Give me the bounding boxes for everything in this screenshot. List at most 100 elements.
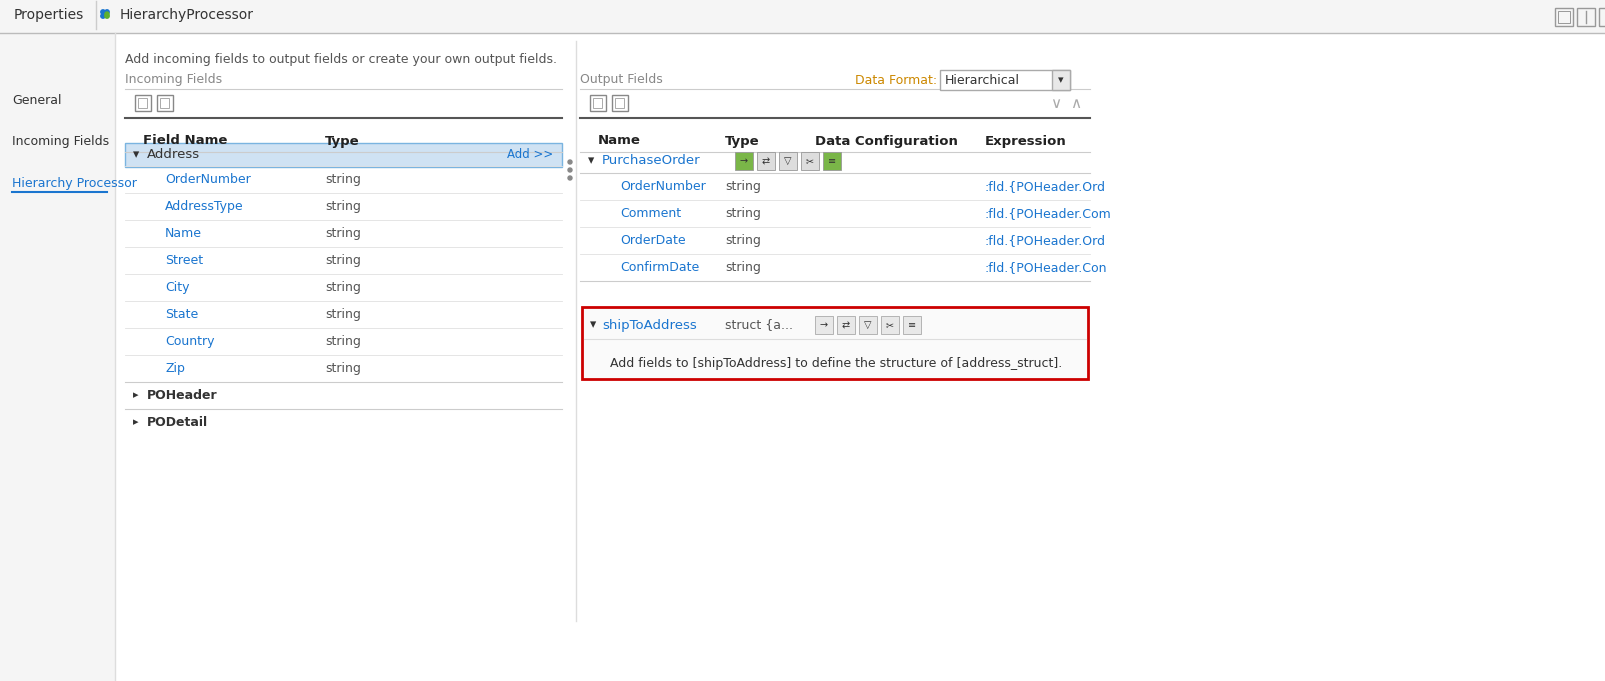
- Bar: [758, 152, 775, 170]
- Text: Field Name: Field Name: [143, 135, 228, 148]
- Bar: [612, 95, 628, 111]
- Text: AddressType: AddressType: [165, 200, 244, 213]
- Text: ∨: ∨: [1050, 95, 1061, 110]
- Text: OrderDate: OrderDate: [620, 234, 685, 247]
- Text: ▾: ▾: [591, 319, 595, 332]
- Text: Add fields to [shipToAddress] to define the structure of [address_struct].: Add fields to [shipToAddress] to define …: [610, 356, 1063, 370]
- Text: ▾: ▾: [587, 155, 594, 168]
- Bar: [1578, 8, 1595, 26]
- Text: Properties: Properties: [14, 8, 83, 22]
- Bar: [778, 152, 798, 170]
- Bar: [615, 98, 624, 108]
- Text: :fld.{POHeader.Ord: :fld.{POHeader.Ord: [985, 180, 1106, 193]
- Text: string: string: [324, 335, 361, 348]
- Bar: [160, 98, 169, 108]
- Text: ▾: ▾: [1058, 75, 1064, 85]
- Bar: [859, 316, 876, 334]
- Text: ▾: ▾: [133, 148, 140, 161]
- Text: struct {a...: struct {a...: [725, 319, 793, 332]
- Text: ▸: ▸: [133, 417, 138, 428]
- Text: PODetail: PODetail: [148, 416, 209, 429]
- Bar: [815, 316, 833, 334]
- Text: Output Fields: Output Fields: [579, 74, 663, 86]
- Text: Address: Address: [148, 148, 201, 161]
- Text: string: string: [324, 254, 361, 267]
- Text: City: City: [165, 281, 189, 294]
- Bar: [0, 33, 116, 681]
- Text: ≡: ≡: [828, 156, 836, 166]
- Bar: [579, 149, 1090, 173]
- Text: ✂: ✂: [806, 156, 814, 166]
- Text: Data Format:: Data Format:: [855, 74, 937, 86]
- Text: OrderNumber: OrderNumber: [165, 173, 250, 186]
- Bar: [0, 0, 1605, 33]
- Text: Hierarchy Processor: Hierarchy Processor: [11, 176, 136, 189]
- Text: HierarchyProcessor: HierarchyProcessor: [120, 8, 254, 22]
- Circle shape: [568, 168, 571, 172]
- Text: string: string: [324, 362, 361, 375]
- Text: string: string: [725, 207, 761, 220]
- Text: Street: Street: [165, 254, 204, 267]
- Text: Data Configuration: Data Configuration: [815, 135, 958, 148]
- Text: ≡: ≡: [908, 320, 916, 330]
- Text: string: string: [324, 200, 361, 213]
- Text: State: State: [165, 308, 199, 321]
- Text: →: →: [820, 320, 828, 330]
- Bar: [801, 152, 819, 170]
- Bar: [125, 143, 562, 167]
- Bar: [735, 152, 753, 170]
- Text: PurchaseOrder: PurchaseOrder: [602, 155, 701, 168]
- Text: Country: Country: [165, 335, 215, 348]
- Text: Type: Type: [725, 135, 759, 148]
- Text: :fld.{POHeader.Ord: :fld.{POHeader.Ord: [985, 234, 1106, 247]
- Text: Add >>: Add >>: [507, 148, 554, 161]
- Bar: [1555, 8, 1573, 26]
- Text: ⇄: ⇄: [762, 156, 770, 166]
- Bar: [135, 95, 151, 111]
- Bar: [881, 316, 899, 334]
- Bar: [1599, 8, 1605, 26]
- Text: Hierarchical: Hierarchical: [945, 74, 1021, 86]
- Text: ▽: ▽: [863, 320, 872, 330]
- Circle shape: [104, 12, 109, 16]
- Bar: [823, 152, 841, 170]
- Text: Comment: Comment: [620, 207, 681, 220]
- Text: :fld.{POHeader.Com: :fld.{POHeader.Com: [985, 207, 1112, 220]
- Text: ▸: ▸: [133, 390, 138, 400]
- Text: string: string: [324, 173, 361, 186]
- Text: string: string: [725, 261, 761, 274]
- Text: General: General: [11, 95, 61, 108]
- Circle shape: [568, 176, 571, 180]
- Text: string: string: [324, 227, 361, 240]
- Text: POHeader: POHeader: [148, 389, 218, 402]
- Text: :fld.{POHeader.Con: :fld.{POHeader.Con: [985, 261, 1107, 274]
- Text: string: string: [725, 180, 761, 193]
- Circle shape: [101, 10, 106, 14]
- Bar: [904, 316, 921, 334]
- Text: Incoming Fields: Incoming Fields: [125, 74, 221, 86]
- Text: string: string: [725, 234, 761, 247]
- Text: ∧: ∧: [1071, 95, 1082, 110]
- Text: OrderNumber: OrderNumber: [620, 180, 706, 193]
- Text: Add incoming fields to output fields or create your own output fields.: Add incoming fields to output fields or …: [125, 52, 557, 65]
- Bar: [138, 98, 148, 108]
- Circle shape: [104, 14, 109, 18]
- Circle shape: [101, 14, 106, 18]
- Text: Name: Name: [165, 227, 202, 240]
- Bar: [591, 95, 607, 111]
- Bar: [583, 307, 1088, 379]
- Circle shape: [568, 160, 571, 164]
- Text: ▽: ▽: [785, 156, 791, 166]
- Text: →: →: [740, 156, 748, 166]
- Text: Expression: Expression: [985, 135, 1067, 148]
- Text: Name: Name: [599, 135, 640, 148]
- Bar: [1558, 11, 1570, 23]
- Text: ✂: ✂: [886, 320, 894, 330]
- Text: ⇄: ⇄: [843, 320, 851, 330]
- Bar: [125, 143, 562, 167]
- Bar: [1051, 70, 1071, 90]
- Bar: [836, 316, 855, 334]
- Text: Zip: Zip: [165, 362, 185, 375]
- Bar: [592, 98, 602, 108]
- Text: string: string: [324, 308, 361, 321]
